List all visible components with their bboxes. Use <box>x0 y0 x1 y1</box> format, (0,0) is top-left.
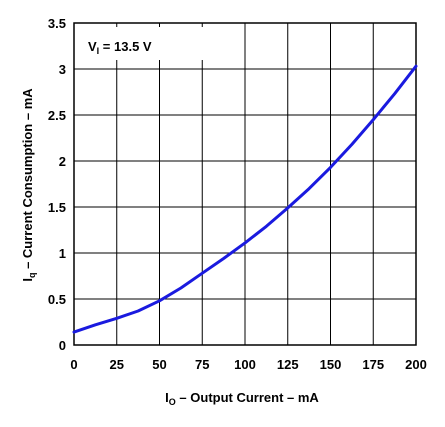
x-axis-title: IO – Output Current – mA <box>165 390 319 407</box>
x-tick-label: 75 <box>195 357 209 372</box>
supply-voltage-annotation: VI = 13.5 V <box>88 39 152 56</box>
x-tick-label: 100 <box>234 357 256 372</box>
x-tick-label: 25 <box>110 357 124 372</box>
y-tick-label: 3 <box>59 62 66 77</box>
x-tick-label: 175 <box>362 357 384 372</box>
series-group <box>72 64 418 334</box>
y-tick-labels: 0 0.5 1 1.5 2 2.5 3 3.5 <box>48 16 66 353</box>
grid <box>73 22 417 346</box>
y-axis-title: Iq – Current Consumption – mA <box>20 88 37 282</box>
y-tick-label: 0 <box>59 338 66 353</box>
y-tick-label: 1.5 <box>48 200 66 215</box>
x-tick-label: 50 <box>152 357 166 372</box>
x-tick-label: 0 <box>70 357 77 372</box>
annotation-background <box>78 27 209 60</box>
current-consumption-line <box>72 64 418 334</box>
plot-frame <box>73 22 417 346</box>
x-tick-label: 125 <box>277 357 299 372</box>
y-tick-label: 2 <box>59 154 66 169</box>
y-tick-label: 0.5 <box>48 292 66 307</box>
x-tick-label: 200 <box>405 357 427 372</box>
x-tick-labels: 0 25 50 75 100 125 150 175 200 <box>70 357 426 372</box>
y-tick-label: 2.5 <box>48 108 66 123</box>
y-tick-label: 1 <box>59 246 66 261</box>
x-tick-label: 150 <box>320 357 342 372</box>
y-tick-label: 3.5 <box>48 16 66 31</box>
